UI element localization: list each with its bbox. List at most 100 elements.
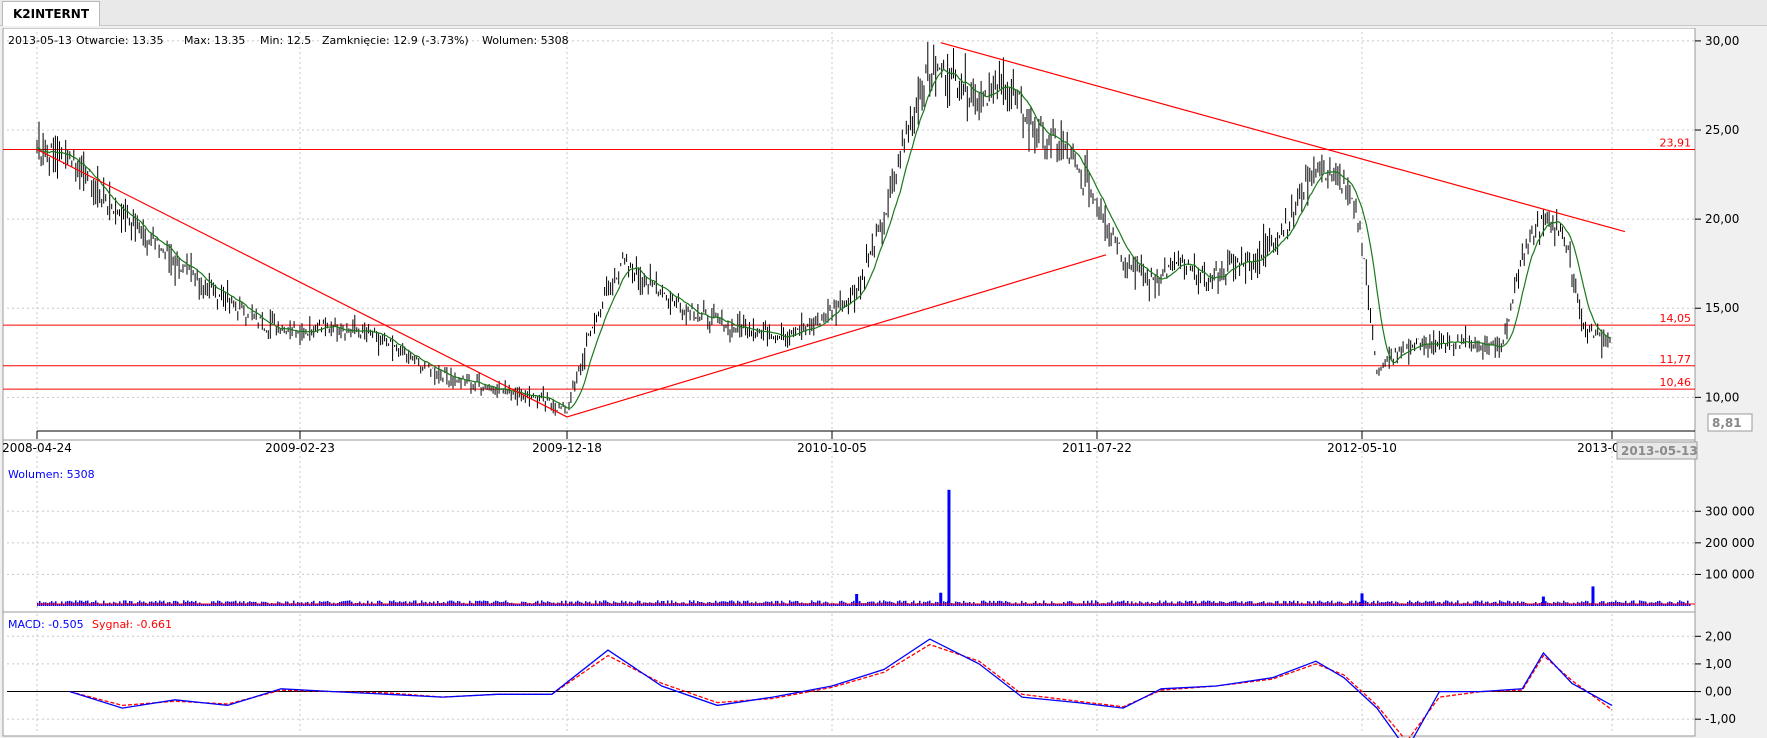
volume-bar — [1091, 600, 1093, 606]
volume-bar — [603, 600, 605, 606]
volume-bar — [1435, 603, 1437, 606]
volume-bar — [1311, 603, 1313, 606]
volume-bar — [163, 600, 165, 606]
volume-bar — [407, 603, 409, 606]
volume-bar — [657, 600, 659, 606]
volume-bar — [483, 600, 485, 606]
volume-bar — [1659, 600, 1661, 606]
volume-bar — [837, 603, 839, 606]
volume-spike-bar — [1541, 596, 1545, 606]
volume-bar — [1569, 603, 1571, 606]
volume-bar — [475, 600, 477, 606]
volume-bar — [933, 603, 935, 606]
volume-bar — [1129, 603, 1131, 606]
volume-bar — [87, 600, 89, 606]
volume-bar — [291, 603, 293, 606]
volume-bar — [853, 600, 855, 606]
volume-bar — [981, 600, 983, 606]
volume-bar — [671, 600, 673, 606]
volume-bar — [1453, 603, 1455, 606]
moving-average-line — [36, 68, 1611, 409]
volume-spike-bar — [1591, 586, 1595, 606]
volume-bar — [327, 600, 329, 606]
volume-bar — [1197, 603, 1199, 606]
chart-area[interactable]: 23,91 14,05 11,77 10,46 2008-04-24 2009-02-2… — [0, 28, 1767, 738]
volume-bar — [605, 600, 607, 606]
volume-bar — [69, 600, 71, 606]
volume-bar — [1575, 604, 1577, 606]
volume-bar — [173, 600, 175, 606]
volume-bar — [811, 600, 813, 606]
volume-bar — [687, 603, 689, 606]
volume-bar — [473, 603, 475, 606]
volume-bar — [1111, 600, 1113, 606]
volume-bar — [519, 603, 521, 606]
volume-bar — [1393, 603, 1395, 606]
volume-bar — [203, 603, 205, 606]
volume-bar — [1647, 603, 1649, 606]
volume-bar — [107, 603, 109, 606]
volume-bar — [1123, 600, 1125, 606]
volume-bar — [435, 603, 437, 606]
chart-svg[interactable]: 23,91 14,05 11,77 10,46 2008-04-24 2009-02-2… — [0, 28, 1767, 738]
volume-bar — [653, 603, 655, 606]
volume-bar — [383, 603, 385, 606]
volume-bar — [217, 600, 219, 606]
volume-bar — [1159, 600, 1161, 606]
volume-spike-bar — [939, 592, 943, 606]
volume-bar — [1041, 604, 1043, 606]
volume-bar — [1377, 600, 1379, 606]
volume-bar — [349, 600, 351, 606]
volume-bar — [741, 603, 743, 606]
volume-bar — [795, 600, 797, 606]
volume-bar — [1175, 603, 1177, 606]
volume-bar — [421, 600, 423, 606]
volume-bar — [1533, 603, 1535, 606]
volume-bar — [1021, 600, 1023, 606]
tab-k2internt[interactable]: K2INTERNT — [2, 1, 101, 26]
volume-bar — [1679, 600, 1681, 606]
volume-bar — [139, 600, 141, 606]
volume-bar — [627, 604, 629, 606]
volume-bar — [275, 603, 277, 606]
volume-bar — [1499, 600, 1501, 606]
volume-bar — [531, 604, 533, 606]
volume-bar — [1017, 603, 1019, 606]
volume-bar — [283, 603, 285, 606]
volume-bar — [1403, 603, 1405, 606]
volume-bar — [663, 600, 665, 606]
volume-bar — [1287, 603, 1289, 606]
volume-bar — [541, 600, 543, 606]
volume-bar — [127, 603, 129, 606]
volume-bar — [1685, 603, 1687, 606]
volume-bar — [469, 600, 471, 606]
volume-bar — [427, 603, 429, 606]
volume-bar — [313, 600, 315, 606]
volume-bar — [803, 603, 805, 606]
volume-bar — [451, 600, 453, 606]
volume-bar — [413, 600, 415, 606]
volume-bar — [1099, 604, 1101, 606]
volume-bar — [1465, 603, 1467, 606]
y-tick-label: 15,00 — [1705, 301, 1739, 315]
volume-bar — [1093, 603, 1095, 606]
level-label: 10,46 — [1660, 376, 1692, 389]
volume-bar — [1013, 603, 1015, 606]
volume-bar — [75, 600, 77, 606]
volume-bar — [1597, 603, 1599, 606]
volume-bar — [789, 600, 791, 606]
volume-bar — [583, 603, 585, 606]
volume-bar — [1537, 603, 1539, 606]
volume-bar — [1195, 600, 1197, 606]
volume-bar — [929, 600, 931, 606]
volume-bar — [1281, 603, 1283, 606]
volume-bar — [1055, 603, 1057, 606]
volume-bar — [269, 603, 271, 606]
volume-bar — [259, 603, 261, 606]
volume-bar — [679, 603, 681, 606]
level-label: 11,77 — [1660, 353, 1692, 366]
volume-bar — [171, 603, 173, 606]
volume-bar — [1303, 603, 1305, 606]
volume-bar — [1585, 600, 1587, 606]
trend-line — [36, 148, 568, 418]
